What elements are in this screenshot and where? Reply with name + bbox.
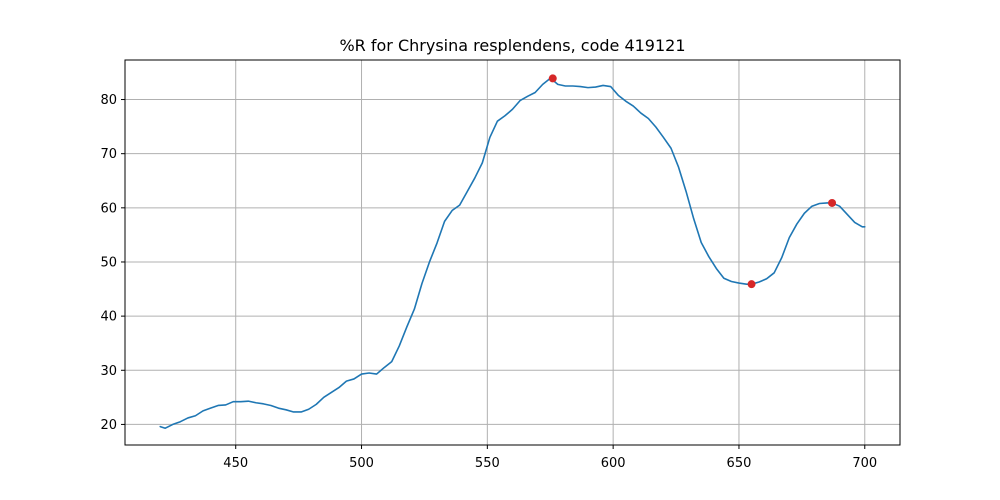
- x-tick-label: 600: [601, 456, 626, 471]
- extremum-point: [828, 198, 837, 207]
- reflectance-line: [159, 77, 866, 430]
- x-tick-label: 650: [727, 456, 752, 471]
- x-tick-label: 450: [223, 456, 248, 471]
- y-tick-label: 50: [100, 255, 117, 270]
- x-tick-label: 500: [349, 456, 374, 471]
- y-tick-label: 20: [100, 418, 117, 433]
- plot-frame: [124, 59, 901, 446]
- x-tick-label: 550: [475, 456, 500, 471]
- extremum-point: [747, 280, 756, 289]
- extremum-point: [548, 74, 557, 83]
- y-tick-label: 60: [100, 201, 117, 216]
- chart-title: %R for Chrysina resplendens, code 419121: [339, 36, 685, 55]
- y-tick-label: 80: [100, 93, 117, 108]
- grid-layer: [125, 60, 900, 445]
- y-tick-label: 30: [100, 364, 117, 379]
- tick-layer: 450 500 550 600 650 700 20 30 40 50 60 70 80: [100, 93, 877, 471]
- y-tick-label: 40: [100, 310, 117, 325]
- x-tick-label: 700: [852, 456, 877, 471]
- series-layer: [159, 77, 866, 430]
- y-tick-label: 70: [100, 147, 117, 162]
- marker-layer: [548, 74, 837, 289]
